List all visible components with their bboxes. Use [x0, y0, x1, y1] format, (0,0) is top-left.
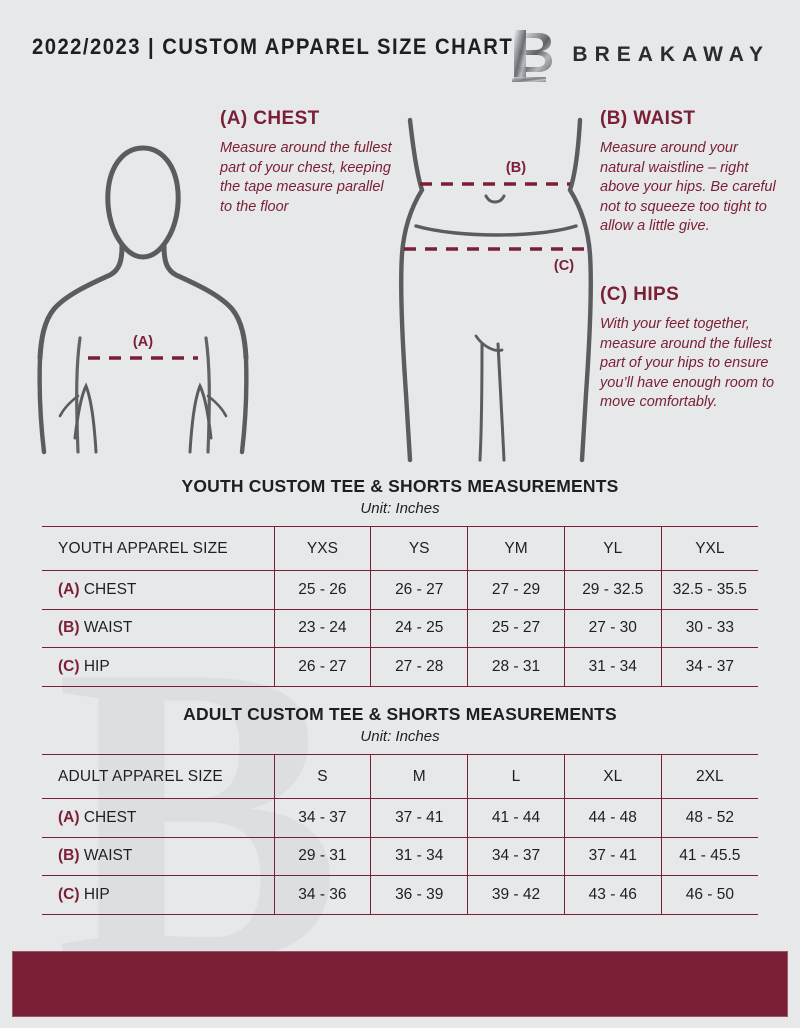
- youth-hip-yl: 31 - 34: [563, 647, 662, 687]
- youth-section-unit: Unit: Inches: [360, 500, 440, 517]
- youth-hip-ym: 28 - 31: [467, 647, 565, 687]
- callout-waist: (B) WAIST Measure around your natural wa…: [600, 108, 780, 237]
- adult-size-col-0: S: [273, 754, 371, 799]
- table-row: (C) HIP 34 - 36 36 - 39 39 - 42 43 - 46 …: [42, 875, 758, 915]
- adult-hip-xl: 43 - 46: [563, 875, 662, 915]
- youth-size-col-4: YXL: [660, 526, 758, 571]
- adult-chest-2xl: 48 - 52: [660, 798, 758, 838]
- adult-size-table: ADULT APPAREL SIZE S M L XL 2XL (A) CHES…: [42, 754, 758, 915]
- adult-section-title: ADULT CUSTOM TEE & SHORTS MEASUREMENTS: [183, 704, 617, 724]
- adult-measurements-section: ADULT CUSTOM TEE & SHORTS MEASUREMENTS U…: [42, 704, 758, 915]
- youth-size-table: YOUTH APPAREL SIZE YXS YS YM YL YXL (A) …: [42, 526, 758, 687]
- table-row: (B) WAIST 23 - 24 24 - 25 25 - 27 27 - 3…: [42, 608, 758, 648]
- footer-color-bar: [12, 951, 788, 1017]
- adult-chest-l: 41 - 44: [467, 798, 565, 838]
- youth-hip-yxs: 26 - 27: [273, 647, 371, 687]
- youth-row-label-chest: (A) CHEST: [42, 570, 274, 610]
- adult-waist-m: 31 - 34: [370, 836, 468, 876]
- callout-hips-body: With your feet together, measure around …: [600, 316, 775, 410]
- adult-hip-m: 36 - 39: [370, 875, 468, 915]
- adult-apparel-size-label: ADULT APPAREL SIZE: [42, 754, 274, 799]
- youth-waist-ys: 24 - 25: [370, 608, 468, 648]
- adult-chest-m: 37 - 41: [370, 798, 468, 838]
- adult-hip-l: 39 - 42: [467, 875, 565, 915]
- adult-row-tag-hip: (C): [58, 885, 80, 903]
- youth-measurements-section: YOUTH CUSTOM TEE & SHORTS MEASUREMENTS U…: [42, 476, 758, 687]
- callout-chest-heading: (A) CHEST: [220, 108, 320, 129]
- page-header: 2022/2023 | CUSTOM APPAREL SIZE CHART BR…: [0, 30, 800, 82]
- youth-row-label-waist: (B) WAIST: [42, 608, 274, 648]
- youth-chest-yxs: 25 - 26: [273, 570, 371, 610]
- adult-row-name-hip: HIP: [83, 885, 110, 903]
- adult-row-label-chest: (A) CHEST: [42, 798, 274, 838]
- youth-row-name-waist: WAIST: [83, 619, 133, 637]
- table-row: (A) CHEST 25 - 26 26 - 27 27 - 29 29 - 3…: [42, 570, 758, 610]
- adult-row-name-chest: CHEST: [83, 808, 137, 826]
- youth-row-name-hip: HIP: [83, 657, 110, 675]
- youth-row-name-chest: CHEST: [83, 580, 137, 598]
- youth-row-tag-hip: (C): [58, 657, 80, 675]
- youth-chest-ym: 27 - 29: [467, 570, 565, 610]
- adult-section-unit: Unit: Inches: [360, 728, 440, 745]
- youth-size-col-0: YXS: [273, 526, 371, 571]
- adult-row-tag-waist: (B): [58, 847, 80, 865]
- youth-chest-ys: 26 - 27: [370, 570, 468, 610]
- youth-size-col-1: YS: [370, 526, 468, 571]
- adult-table-header-row: ADULT APPAREL SIZE S M L XL 2XL: [42, 754, 758, 799]
- adult-chest-s: 34 - 37: [273, 798, 371, 838]
- adult-chest-xl: 44 - 48: [563, 798, 662, 838]
- callout-chest: (A) CHEST Measure around the fullest par…: [220, 108, 395, 217]
- adult-waist-xl: 37 - 41: [563, 836, 662, 876]
- lower-body-hips-figure: (B) (C): [399, 117, 593, 463]
- youth-waist-yl: 27 - 30: [563, 608, 662, 648]
- table-row: (A) CHEST 34 - 37 37 - 41 41 - 44 44 - 4…: [42, 798, 758, 838]
- youth-size-col-2: YM: [467, 526, 565, 571]
- youth-waist-yxl: 30 - 33: [660, 608, 758, 648]
- callout-hips-heading: (C) HIPS: [600, 284, 680, 305]
- youth-chest-yxl: 32.5 - 35.5: [660, 570, 758, 610]
- youth-hip-ys: 27 - 28: [370, 647, 468, 687]
- youth-row-label-hip: (C) HIP: [42, 647, 274, 687]
- adult-waist-2xl: 41 - 45.5: [660, 836, 758, 876]
- table-row: (B) WAIST 29 - 31 31 - 34 34 - 37 37 - 4…: [42, 836, 758, 876]
- upper-body-torso-figure: (A): [37, 145, 249, 455]
- adult-row-label-hip: (C) HIP: [42, 875, 274, 915]
- callout-hips: (C) HIPS With your feet together, measur…: [600, 284, 785, 413]
- brand-name: BREAKAWAY: [572, 43, 770, 66]
- breakaway-b-monogram-icon: [512, 30, 553, 82]
- callout-waist-body: Measure around your natural waistline – …: [600, 140, 776, 234]
- adult-hip-s: 34 - 36: [273, 875, 371, 915]
- youth-section-title: YOUTH CUSTOM TEE & SHORTS MEASUREMENTS: [181, 476, 619, 496]
- adult-hip-2xl: 46 - 50: [660, 875, 758, 915]
- youth-table-header-row: YOUTH APPAREL SIZE YXS YS YM YL YXL: [42, 526, 758, 571]
- youth-row-tag-chest: (A): [58, 580, 80, 598]
- youth-row-tag-waist: (B): [58, 619, 80, 637]
- chest-measure-label: (A): [133, 334, 153, 350]
- youth-waist-ym: 25 - 27: [467, 608, 565, 648]
- adult-size-col-3: XL: [563, 754, 662, 799]
- youth-chest-yl: 29 - 32.5: [563, 570, 662, 610]
- waist-measure-label: (B): [506, 160, 526, 176]
- adult-row-tag-chest: (A): [58, 808, 80, 826]
- adult-row-name-waist: WAIST: [83, 847, 133, 865]
- youth-hip-yxl: 34 - 37: [660, 647, 758, 687]
- youth-size-col-3: YL: [563, 526, 662, 571]
- adult-size-col-2: L: [467, 754, 565, 799]
- youth-apparel-size-label: YOUTH APPAREL SIZE: [42, 526, 274, 571]
- callout-waist-heading: (B) WAIST: [600, 108, 696, 129]
- brand-lockup: BREAKAWAY: [512, 28, 770, 82]
- table-row: (C) HIP 26 - 27 27 - 28 28 - 31 31 - 34 …: [42, 647, 758, 687]
- adult-size-col-1: M: [370, 754, 468, 799]
- callout-chest-body: Measure around the fullest part of your …: [220, 140, 392, 215]
- youth-waist-yxs: 23 - 24: [273, 608, 371, 648]
- adult-size-col-4: 2XL: [660, 754, 758, 799]
- adult-row-label-waist: (B) WAIST: [42, 836, 274, 876]
- hip-measure-label: (C): [554, 258, 574, 274]
- adult-waist-s: 29 - 31: [273, 836, 371, 876]
- adult-waist-l: 34 - 37: [467, 836, 565, 876]
- page-title: 2022/2023 | CUSTOM APPAREL SIZE CHART: [32, 34, 514, 59]
